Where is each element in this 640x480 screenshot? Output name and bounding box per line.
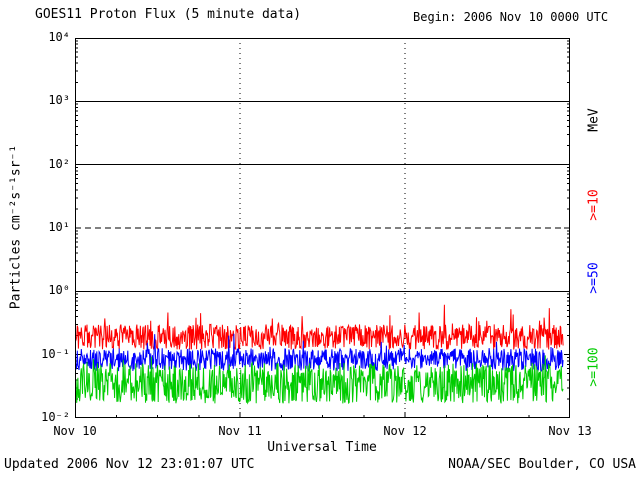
x-tick-label: Nov 11 [218, 424, 262, 438]
y-tick-label: 10⁰ [48, 283, 70, 298]
y-tick-label: 10² [48, 156, 70, 171]
chart-title: GOES11 Proton Flux (5 minute data) [35, 7, 302, 22]
credit: NOAA/SEC Boulder, CO USA [448, 457, 636, 472]
x-tick-label: Nov 10 [53, 424, 97, 438]
gridlines [75, 38, 570, 418]
x-axis-title: Universal Time [267, 440, 377, 455]
series-line-50MeV [75, 333, 564, 373]
y-tick-label: 10¹ [48, 220, 70, 234]
x-tick-label: Nov 12 [383, 424, 427, 438]
series-line-100MeV [75, 355, 564, 405]
y-tick-label: 10⁻¹ [41, 346, 70, 361]
y-tick-label: 10³ [48, 93, 70, 108]
right-axis-label-50: >=50 [586, 262, 602, 294]
y-tick-label: 10⁴ [48, 30, 70, 44]
right-axis-label-mev: MeV [586, 108, 602, 132]
plot-frame [75, 38, 570, 418]
right-axis-label-10: >=10 [586, 189, 602, 221]
series-line-10MeV [75, 304, 564, 351]
plot-area [75, 38, 570, 418]
right-axis-label-100: >=100 [586, 347, 602, 387]
y-tick-label: 10⁻² [41, 410, 70, 424]
x-tick-label: Nov 13 [548, 424, 592, 438]
y-axis-title: Particles cm⁻²s⁻¹sr⁻¹ [8, 144, 24, 310]
begin-timestamp: Begin: 2006 Nov 10 0000 UTC [413, 10, 609, 24]
updated-timestamp: Updated 2006 Nov 12 23:01:07 UTC [4, 457, 255, 472]
series-lines [75, 304, 564, 405]
